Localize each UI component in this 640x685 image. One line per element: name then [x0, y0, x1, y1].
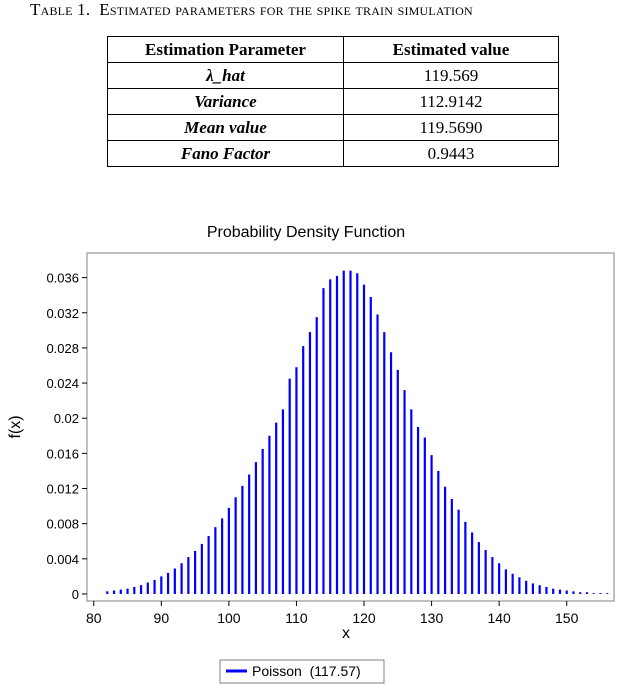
x-tick-label: 140 [487, 610, 511, 626]
y-tick-label: 0.024 [46, 376, 79, 391]
table-cell-value: 0.9443 [343, 140, 559, 167]
y-tick-label: 0.004 [46, 552, 79, 567]
y-axis: 0 0.004 0.008 0.012 0.016 0.02 0.024 0.028 0.032… [46, 271, 87, 602]
x-tick-label: 90 [154, 610, 170, 626]
table-caption-label: Table 1. [30, 0, 91, 19]
x-axis: 80 90 100 110 120 130 140 150 [86, 601, 579, 626]
x-tick-label: 150 [555, 610, 579, 626]
y-tick-label: 0 [72, 587, 79, 602]
legend-label: Poisson (117.57) [252, 663, 361, 679]
table-caption-text: Estimated parameters for the spike train… [99, 0, 473, 19]
table-row: λ_hat 119.569 [107, 62, 559, 89]
table-cell-value: 119.569 [343, 62, 559, 89]
table-cell-parameter: λ_hat [107, 62, 344, 89]
table-header-parameter: Estimation Parameter [107, 36, 344, 63]
y-tick-label: 0.032 [46, 306, 79, 321]
table-cell-parameter: Mean value [107, 114, 344, 141]
table-cell-value: 119.5690 [343, 114, 559, 141]
x-tick-label: 120 [352, 610, 376, 626]
table-header-row: Estimation Parameter Estimated value [107, 36, 559, 63]
pdf-chart: Probability Density Function 0 0.004 0.008… [0, 210, 640, 685]
y-tick-label: 0.012 [46, 482, 79, 497]
table-cell-value: 112.9142 [343, 88, 559, 115]
legend-box [219, 659, 385, 684]
plot-frame [86, 252, 615, 602]
y-tick-label: 0.036 [46, 271, 79, 286]
parameters-table: Estimation Parameter Estimated value λ_h… [107, 36, 559, 167]
x-tick-label: 100 [217, 610, 241, 626]
x-tick-label: 110 [285, 610, 308, 626]
table-row: Fano Factor 0.9443 [107, 140, 559, 167]
pdf-chart-svg: Probability Density Function 0 0.004 0.008… [7, 224, 615, 684]
bar-series [106, 270, 609, 594]
y-axis-label: f(x) [7, 415, 24, 438]
table-cell-parameter: Variance [107, 88, 344, 115]
table-row: Variance 112.9142 [107, 88, 559, 115]
x-tick-label: 80 [86, 610, 102, 626]
x-axis-label: x [342, 625, 350, 642]
table-header-value: Estimated value [343, 36, 559, 63]
table-row: Mean value 119.5690 [107, 114, 559, 141]
y-tick-label: 0.028 [46, 341, 79, 356]
y-tick-label: 0.008 [46, 517, 79, 532]
legend: Poisson (117.57) [219, 659, 385, 684]
y-tick-label: 0.016 [46, 446, 79, 461]
table-cell-parameter: Fano Factor [107, 140, 344, 167]
x-tick-label: 130 [420, 610, 444, 626]
chart-title: Probability Density Function [207, 224, 405, 241]
y-tick-label: 0.02 [54, 411, 79, 426]
table-caption: Table 1. Estimated parameters for the sp… [0, 0, 640, 20]
